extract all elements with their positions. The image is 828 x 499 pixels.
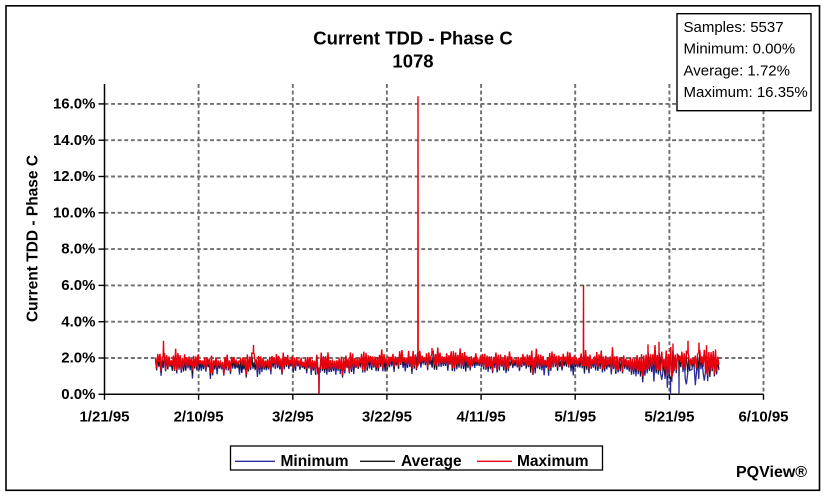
svg-text:14.0%: 14.0% bbox=[53, 132, 96, 149]
svg-text:16.0%: 16.0% bbox=[53, 96, 96, 113]
svg-text:Current TDD - Phase C: Current TDD - Phase C bbox=[313, 27, 512, 48]
svg-text:12.0%: 12.0% bbox=[53, 168, 96, 185]
svg-text:0.0%: 0.0% bbox=[61, 386, 95, 403]
svg-text:Maximum: 16.35%: Maximum: 16.35% bbox=[684, 84, 808, 101]
svg-text:PQView®: PQView® bbox=[736, 464, 807, 481]
svg-text:1/21/95: 1/21/95 bbox=[79, 408, 129, 425]
svg-text:8.0%: 8.0% bbox=[61, 241, 95, 258]
svg-text:Average: 1.72%: Average: 1.72% bbox=[684, 62, 790, 79]
svg-text:3/22/95: 3/22/95 bbox=[362, 408, 412, 425]
svg-text:6.0%: 6.0% bbox=[61, 277, 95, 294]
svg-text:4.0%: 4.0% bbox=[61, 313, 95, 330]
svg-text:Minimum: 0.00%: Minimum: 0.00% bbox=[684, 41, 796, 58]
svg-text:10.0%: 10.0% bbox=[53, 204, 96, 221]
svg-text:Minimum: Minimum bbox=[281, 453, 349, 470]
svg-text:2/10/95: 2/10/95 bbox=[174, 408, 224, 425]
svg-text:2.0%: 2.0% bbox=[61, 350, 95, 367]
svg-text:4/11/95: 4/11/95 bbox=[456, 408, 505, 425]
svg-text:5/1/95: 5/1/95 bbox=[554, 408, 596, 425]
svg-text:5/21/95: 5/21/95 bbox=[644, 408, 694, 425]
svg-text:6/10/95: 6/10/95 bbox=[738, 408, 788, 425]
svg-text:Average: Average bbox=[401, 453, 462, 470]
svg-text:Current TDD - Phase C: Current TDD - Phase C bbox=[25, 155, 42, 322]
svg-text:Samples: 5537: Samples: 5537 bbox=[684, 19, 784, 36]
svg-text:3/2/95: 3/2/95 bbox=[272, 408, 314, 425]
svg-text:1078: 1078 bbox=[392, 51, 433, 72]
svg-text:Maximum: Maximum bbox=[517, 453, 589, 470]
